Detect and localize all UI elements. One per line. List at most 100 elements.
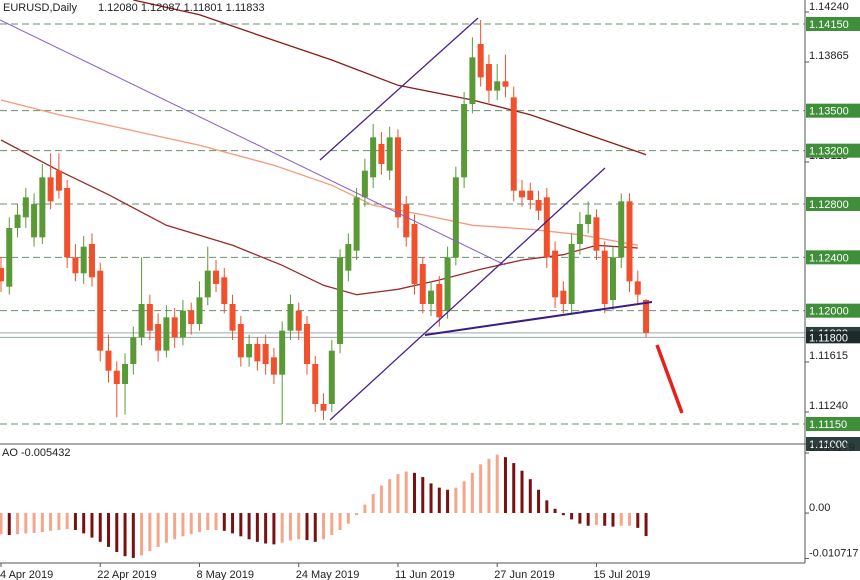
candle-body <box>353 197 360 251</box>
candle-body <box>213 270 220 284</box>
ao-bar <box>280 513 284 543</box>
ao-bar <box>32 513 36 533</box>
ao-bar <box>16 513 20 535</box>
ao-bar <box>512 463 516 514</box>
ao-bar <box>338 513 342 530</box>
x-tick-label: 11 Jun 2019 <box>395 569 455 580</box>
ao-bar <box>0 513 3 535</box>
drawings <box>0 17 684 421</box>
candle-body <box>163 317 170 351</box>
candle-body <box>237 324 244 358</box>
ao-bar <box>73 513 77 530</box>
support-line <box>424 301 653 336</box>
forecast-arrow <box>655 344 684 414</box>
candle-body <box>345 244 352 271</box>
x-tick-label: 27 Jun 2019 <box>494 569 555 580</box>
candle-body <box>436 284 443 318</box>
candle-body <box>113 370 120 384</box>
candle-body <box>105 350 112 371</box>
ao-bar <box>98 513 102 542</box>
quote: 1.12080 1.12087 1.11801 1.11833 <box>98 2 265 14</box>
candle-body <box>502 81 509 87</box>
candle-body <box>618 201 625 258</box>
ao-bar <box>520 470 524 514</box>
y-tick-label: -0.010717 <box>809 547 859 559</box>
level-box <box>806 303 860 318</box>
ao-bar <box>330 513 334 536</box>
y-tick-label: 1.11615 <box>809 350 848 362</box>
candle-body <box>560 290 567 304</box>
candle-body <box>88 244 95 278</box>
y-tick-label: 1.14240 <box>809 1 849 13</box>
candle-body <box>535 200 542 211</box>
ao-bar <box>371 493 375 514</box>
candle-body <box>14 214 21 228</box>
y-tick-label: 0.014179 <box>809 442 855 454</box>
ao-bar <box>346 513 350 524</box>
ao-bar <box>437 487 441 514</box>
candle-body <box>585 214 592 224</box>
ao-bar <box>214 513 218 530</box>
ao-bar <box>470 472 474 514</box>
ao-bar <box>173 513 177 540</box>
level-label: 1.12800 <box>809 199 849 211</box>
price-label: 1.11800 <box>809 332 848 344</box>
ao-bar <box>537 489 541 514</box>
ao-bar <box>322 513 326 540</box>
ao-bar <box>82 513 86 534</box>
ao-bar <box>388 479 392 514</box>
ao-bar <box>594 513 598 525</box>
candle-body <box>403 204 410 238</box>
candle-body <box>188 310 195 324</box>
level-box <box>806 143 860 158</box>
candle-body <box>146 304 153 331</box>
candle-body <box>394 137 401 218</box>
ao-bar <box>379 485 383 514</box>
chart-title: EURUSD,Daily <box>3 2 77 14</box>
ao-layer <box>0 454 648 558</box>
grid-layer <box>0 23 805 445</box>
candle-body <box>593 217 600 251</box>
level-box <box>806 197 860 211</box>
ao-bar <box>40 513 44 533</box>
ao-bar <box>148 513 152 552</box>
x-tick-label: 8 May 2019 <box>196 569 253 580</box>
level-box <box>806 103 860 118</box>
candle-body <box>246 344 253 358</box>
ao-bar <box>231 513 235 534</box>
ao-bar <box>156 513 160 547</box>
candle-body <box>428 290 435 304</box>
ao-bar <box>206 513 210 530</box>
ao-bar <box>189 513 193 535</box>
level-box <box>806 17 860 31</box>
ao-bar <box>413 472 416 514</box>
candle-body <box>138 304 145 338</box>
candle-body <box>72 257 79 274</box>
ao-bar <box>561 513 565 516</box>
ao-bar <box>313 513 317 542</box>
level-label: 1.13200 <box>809 146 849 158</box>
ao-bar <box>49 513 53 531</box>
ao-bar <box>446 489 450 514</box>
candle-body <box>469 57 476 104</box>
ao-bar <box>115 513 119 552</box>
candle-body <box>254 344 261 362</box>
candle-body <box>0 268 4 282</box>
ao-bar <box>24 513 28 534</box>
ao-bar <box>123 513 127 557</box>
candle-body <box>510 97 517 191</box>
candle-body <box>386 137 393 171</box>
ao-bar <box>619 513 623 526</box>
level-label: 1.12000 <box>809 306 849 318</box>
ao-bar <box>396 474 400 514</box>
candle-body <box>47 177 54 202</box>
candle-body <box>122 364 129 384</box>
ao-bar <box>462 481 466 514</box>
ao-bar <box>197 513 201 533</box>
candle-body <box>312 364 319 404</box>
candle-body <box>155 324 162 351</box>
ao-bar <box>288 513 292 541</box>
ao-bar <box>429 483 433 514</box>
candle-body <box>179 310 186 338</box>
